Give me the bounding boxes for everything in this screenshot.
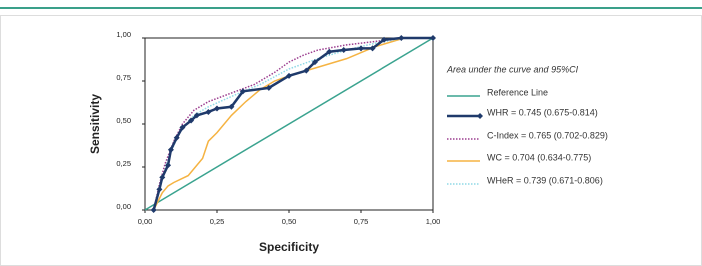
x-tick-label: 0,25 <box>210 217 225 226</box>
point-marker <box>326 48 333 55</box>
x-tick-label: 1,00 <box>426 217 441 226</box>
point-marker <box>188 117 195 124</box>
point-marker <box>159 174 166 181</box>
y-tick-label: 0,75 <box>116 73 131 82</box>
x-tick-label: 0,75 <box>354 217 369 226</box>
point-marker <box>430 35 436 41</box>
point-marker <box>165 162 172 169</box>
point-marker <box>398 35 405 41</box>
point-marker <box>265 84 272 91</box>
point-marker <box>179 124 186 131</box>
point-marker <box>193 112 200 119</box>
point-marker <box>358 45 364 52</box>
point-marker <box>173 134 180 141</box>
legend-label: WHR = 0.745 (0.675-0.814) <box>487 107 598 117</box>
y-tick-label: 1,00 <box>116 30 131 39</box>
y-tick-label: 0,50 <box>116 116 131 125</box>
y-tick-label: 0,25 <box>116 159 131 168</box>
series-line <box>152 37 433 211</box>
point-marker <box>381 36 388 43</box>
point-marker <box>286 72 292 79</box>
point-marker <box>167 146 174 153</box>
series-line <box>144 37 434 211</box>
point-marker <box>239 88 246 95</box>
point-marker <box>214 105 220 112</box>
legend-label: WHeR = 0.739 (0.671-0.806) <box>487 175 603 185</box>
point-marker <box>228 103 235 110</box>
legend-label: C-Index = 0.765 (0.702-0.829) <box>487 130 608 140</box>
x-axis-label: Specificity <box>259 240 319 254</box>
x-tick-label: 0,50 <box>282 217 297 226</box>
y-axis-label: Sensitivity <box>88 94 102 154</box>
point-marker <box>311 59 318 66</box>
point-marker <box>205 108 212 115</box>
point-marker <box>150 207 157 213</box>
legend-title: Area under the curve and 95%CI <box>446 64 579 74</box>
y-tick-label: 0,00 <box>116 202 131 211</box>
legend-label: WC = 0.704 (0.634-0.775) <box>487 152 591 162</box>
x-tick-label: 0,00 <box>138 217 153 226</box>
point-marker <box>340 47 347 54</box>
point-marker <box>156 186 163 193</box>
legend-marker <box>477 113 483 119</box>
point-marker <box>369 45 376 52</box>
legend-label: Reference Line <box>487 87 548 97</box>
point-marker <box>303 67 310 74</box>
